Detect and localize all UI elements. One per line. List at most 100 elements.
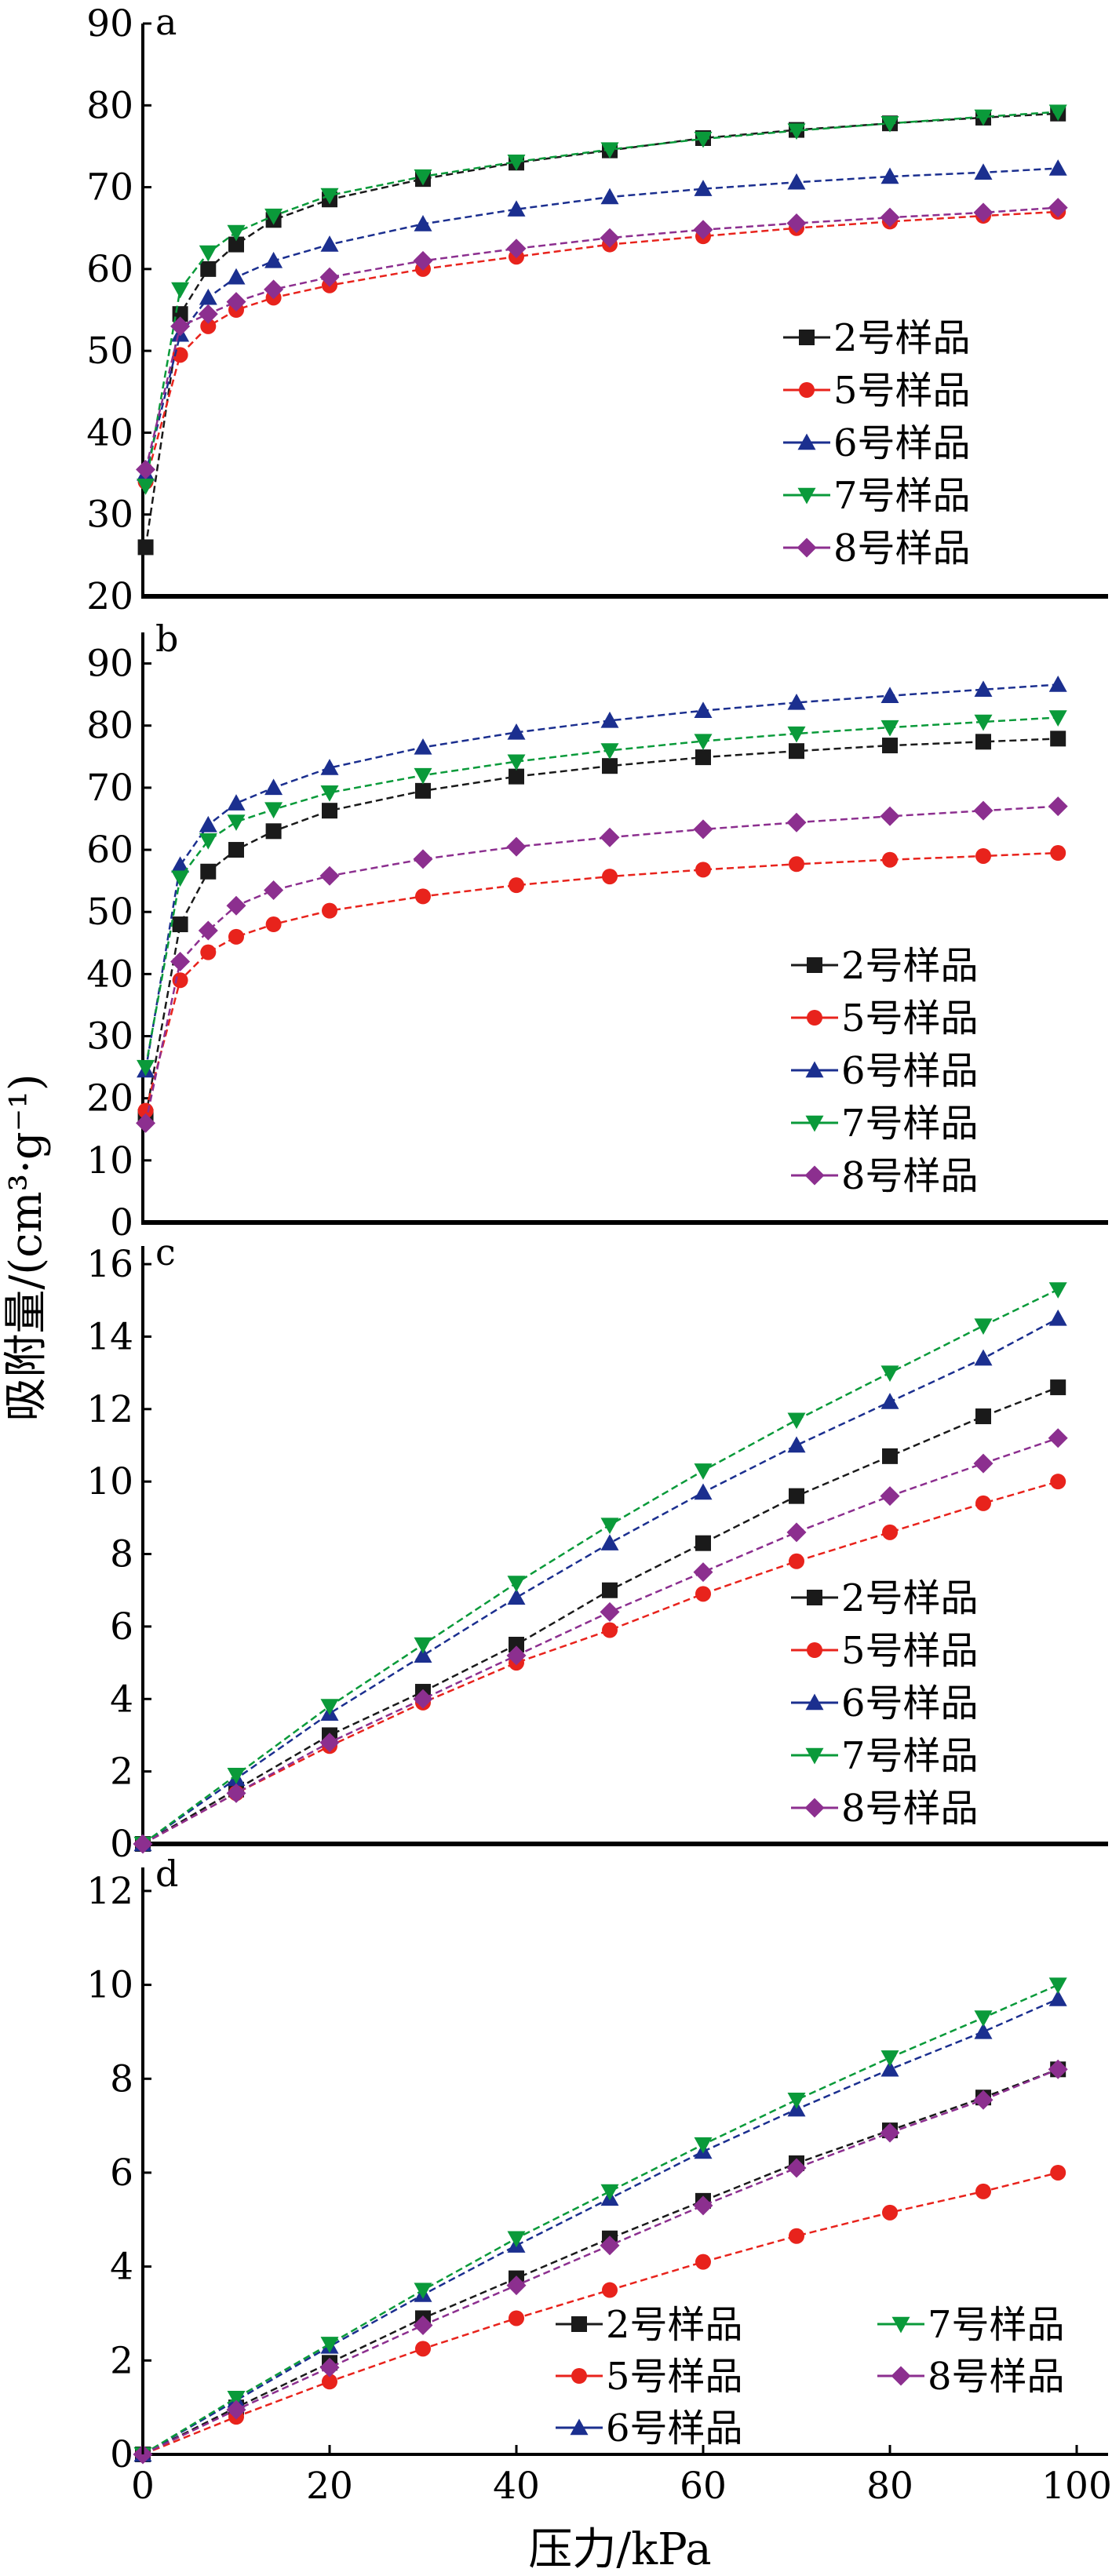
data-point bbox=[199, 245, 217, 262]
data-point bbox=[1048, 796, 1068, 817]
data-point bbox=[507, 155, 526, 171]
x-tick-label: 0 bbox=[131, 2465, 155, 2508]
data-point bbox=[693, 819, 713, 840]
series-2 bbox=[135, 2164, 1066, 2462]
data-point bbox=[319, 2357, 340, 2377]
data-point bbox=[1048, 1428, 1068, 1448]
data-point bbox=[600, 743, 619, 760]
data-point bbox=[170, 316, 191, 337]
data-point bbox=[171, 870, 190, 887]
data-point bbox=[265, 823, 282, 840]
legend-item: 5号样品 bbox=[791, 1629, 979, 1673]
data-point bbox=[264, 279, 284, 300]
data-point bbox=[600, 827, 620, 847]
legend-item: 7号样品 bbox=[791, 1734, 979, 1778]
data-point bbox=[506, 239, 527, 259]
legend-item: 2号样品 bbox=[783, 316, 971, 360]
legend-marker bbox=[807, 1010, 822, 1026]
data-point bbox=[507, 754, 526, 771]
data-point bbox=[1048, 104, 1067, 122]
data-point bbox=[694, 131, 713, 148]
y-tick-label: 40 bbox=[86, 411, 133, 454]
legend: 2号样品 5号样品 6号样品 7号样品 8号样品 bbox=[556, 2303, 1065, 2450]
data-point bbox=[787, 1412, 806, 1430]
y-axis-title: 吸附量/(cm³·g⁻¹) bbox=[1, 1073, 52, 1421]
data-point bbox=[509, 1637, 524, 1652]
data-point bbox=[320, 188, 339, 205]
data-point bbox=[507, 1576, 526, 1592]
data-point bbox=[507, 200, 526, 217]
series-3 bbox=[133, 1309, 1067, 1852]
data-point bbox=[694, 2137, 713, 2154]
panel-letter: c bbox=[155, 1231, 176, 1273]
data-point bbox=[694, 734, 713, 751]
legend-label: 6号样品 bbox=[833, 421, 971, 465]
legend-label: 7号样品 bbox=[833, 474, 971, 518]
legend-marker bbox=[571, 2316, 587, 2332]
legend-label: 2号样品 bbox=[841, 1576, 979, 1620]
legend: 2号样品 5号样品 6号样品 7号样品 8号样品 bbox=[791, 944, 979, 1198]
legend-label: 2号样品 bbox=[833, 316, 971, 360]
data-point bbox=[602, 869, 618, 885]
data-point bbox=[787, 1436, 806, 1453]
legend-marker bbox=[805, 1061, 824, 1078]
legend-marker bbox=[807, 957, 822, 973]
data-point bbox=[171, 856, 190, 873]
data-point bbox=[786, 1522, 807, 1543]
data-point bbox=[507, 2231, 526, 2248]
data-point bbox=[320, 785, 339, 802]
data-point bbox=[974, 1318, 993, 1335]
legend-marker bbox=[807, 1642, 822, 1658]
data-point bbox=[226, 2399, 246, 2420]
data-point bbox=[974, 2022, 993, 2039]
x-axis-title: 压力/kPa bbox=[528, 2524, 711, 2575]
data-point bbox=[414, 738, 432, 755]
y-tick-label: 8 bbox=[110, 2057, 133, 2101]
data-point bbox=[414, 1637, 432, 1654]
panel-b: b 0 10 20 30 40 50 60 70 80 90 2号样品 5号样品 6号样品 7号样品 8号样品 bbox=[86, 618, 1108, 1244]
data-point bbox=[322, 2374, 337, 2390]
series-5 bbox=[133, 1428, 1068, 1854]
legend-label: 7号样品 bbox=[928, 2303, 1065, 2347]
legend-item: 5号样品 bbox=[783, 369, 971, 413]
data-point bbox=[787, 123, 806, 140]
legend-label: 5号样品 bbox=[841, 997, 979, 1040]
y-tick-label: 80 bbox=[86, 84, 133, 127]
panels-layer: a20304050607080902号样品5号样品6号样品7号样品8号样品b01… bbox=[86, 1, 1112, 2508]
legend-marker bbox=[799, 330, 815, 345]
x-tick-label: 40 bbox=[493, 2465, 540, 2508]
y-tick-label: 8 bbox=[110, 1533, 133, 1576]
series-line bbox=[142, 1998, 1059, 2456]
data-point bbox=[198, 304, 218, 324]
data-point bbox=[414, 1646, 432, 1663]
data-point bbox=[1050, 1474, 1066, 1490]
data-point bbox=[600, 1601, 620, 1622]
data-point bbox=[227, 268, 246, 285]
series-line bbox=[142, 1984, 1059, 2456]
y-tick-label: 30 bbox=[86, 494, 133, 537]
y-tick-label: 6 bbox=[110, 1605, 133, 1649]
legend-marker bbox=[571, 2368, 587, 2384]
legend-label: 6号样品 bbox=[606, 2407, 743, 2450]
legend-marker bbox=[797, 537, 817, 558]
data-point bbox=[172, 972, 188, 989]
y-tick-label: 10 bbox=[86, 1964, 133, 2007]
data-point bbox=[1050, 845, 1066, 862]
data-point bbox=[227, 794, 246, 811]
series-5 bbox=[133, 2059, 1068, 2465]
series-line bbox=[142, 2171, 1059, 2456]
data-point bbox=[413, 849, 433, 869]
legend: 2号样品 5号样品 6号样品 7号样品 8号样品 bbox=[791, 1576, 979, 1831]
data-point bbox=[880, 720, 899, 737]
data-point bbox=[600, 228, 620, 248]
x-tick-label: 20 bbox=[306, 2465, 353, 2508]
data-point bbox=[693, 2195, 713, 2216]
y-tick-label: 0 bbox=[110, 1823, 133, 1866]
y-tick-label: 12 bbox=[86, 1388, 133, 1431]
data-point bbox=[415, 2341, 431, 2357]
legend-label: 2号样品 bbox=[841, 944, 979, 988]
data-point bbox=[509, 2310, 524, 2326]
data-point bbox=[973, 1453, 994, 1474]
data-point bbox=[693, 220, 713, 240]
data-point bbox=[600, 1518, 619, 1535]
